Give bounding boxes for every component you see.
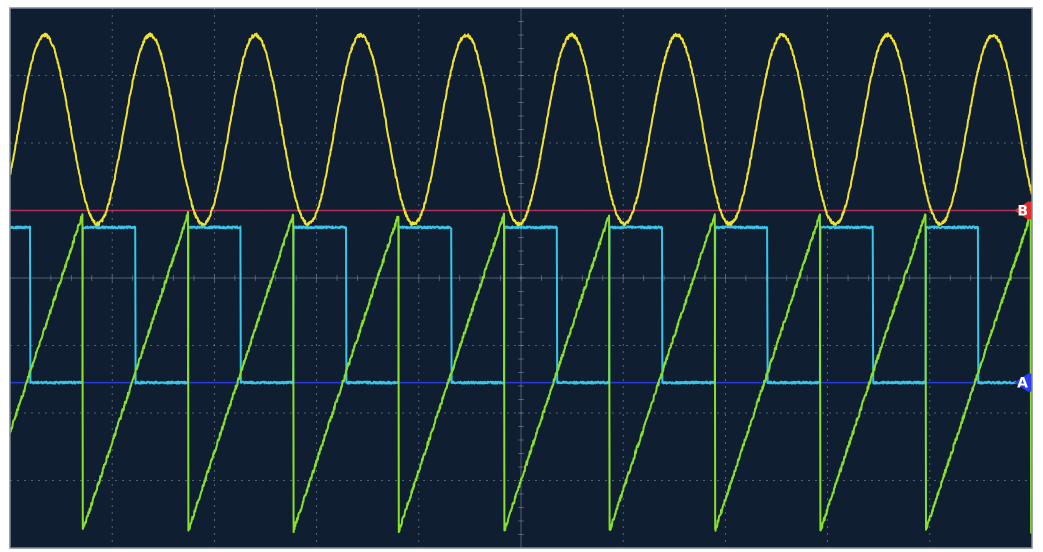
reference-marker-a: [1014, 373, 1032, 392]
trace-green-ramp: [9, 210, 1033, 534]
trace-cyan-square: [9, 225, 1033, 385]
scope-frame: [9, 7, 1033, 549]
reference-markers: BA: [1014, 201, 1032, 392]
trace-yellow-sine: [9, 32, 1033, 227]
reference-marker-label-b: B: [1017, 204, 1028, 220]
scope-traces: [9, 32, 1033, 534]
reference-marker-b: [1014, 201, 1032, 220]
scope-grid: [9, 7, 1033, 549]
reference-marker-label-a: A: [1017, 376, 1028, 392]
